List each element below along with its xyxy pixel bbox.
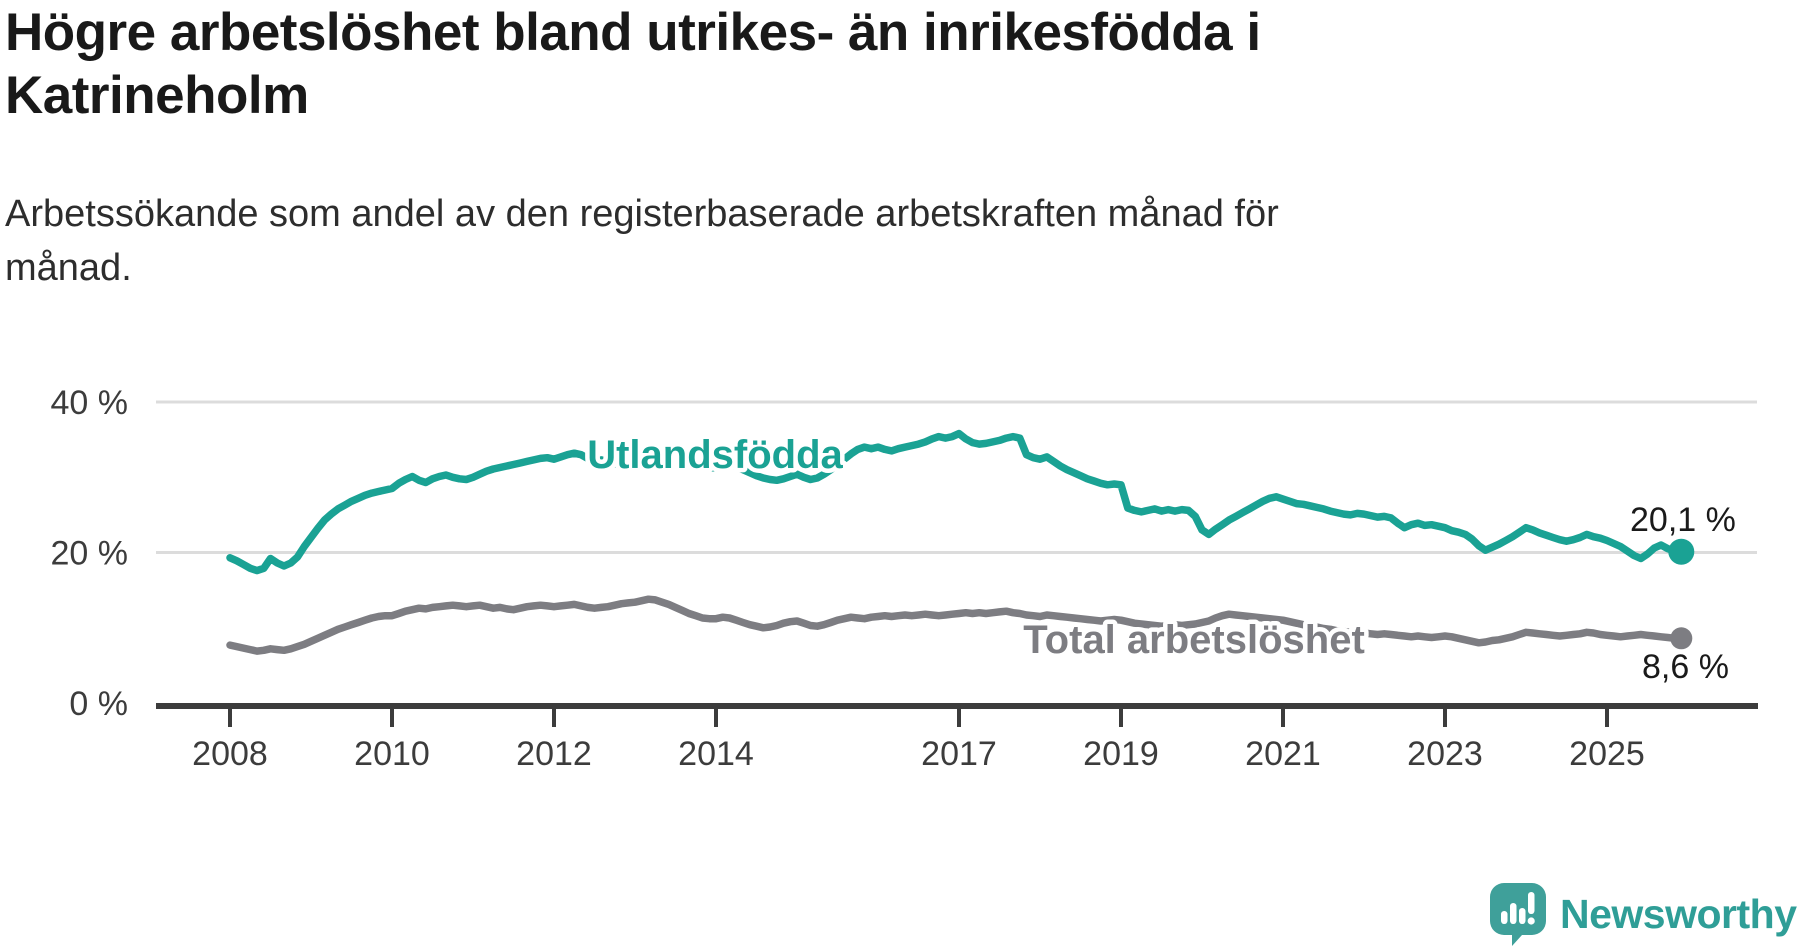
newsworthy-logo-text: Newsworthy <box>1560 890 1797 937</box>
chart-title: Högre arbetslöshet bland utrikes- än inr… <box>5 2 1605 127</box>
chart-title-line1: Högre arbetslöshet bland utrikes- än inr… <box>5 3 1261 62</box>
chart-title-line2: Katrineholm <box>5 65 309 125</box>
y-tick-label-0: 0 % <box>69 685 128 723</box>
utlandsfodda-series-label: Utlandsfödda <box>587 433 843 477</box>
total-arbetsloshet-value-label: 8,6 % <box>1642 648 1729 686</box>
x-axis-ticks <box>228 706 1609 727</box>
x-axis-labels: 2008 2010 2012 2014 2017 2019 2021 2023 2025 <box>192 735 1645 773</box>
x-tick-label-2014: 2014 <box>678 735 754 773</box>
utlandsfodda-end-dot <box>1668 538 1695 565</box>
chart-subtitle-line2: månad. <box>5 246 132 289</box>
y-axis-labels: 0 % 20 % 40 % <box>51 384 129 723</box>
logo-bars-icon <box>1501 892 1535 925</box>
utlandsfodda-line <box>226 429 1686 575</box>
logo-bubble-shape <box>1490 883 1546 946</box>
gridlines <box>156 400 1757 554</box>
total-arbetsloshet-line <box>226 595 1686 655</box>
x-tick-label-2017: 2017 <box>921 735 997 773</box>
x-tick-label-2008: 2008 <box>192 735 268 773</box>
total-arbetsloshet-end-dot <box>1670 627 1693 650</box>
total-arbetsloshet-series-label: Total arbetslöshet <box>1023 618 1365 662</box>
chart-subtitle-line1: Arbetssökande som andel av den registerb… <box>5 193 1279 235</box>
newsworthy-logo: Newsworthy <box>1489 882 1797 946</box>
x-tick-label-2023: 2023 <box>1407 735 1483 773</box>
x-tick-label-2025: 2025 <box>1569 735 1645 773</box>
y-tick-label-40: 40 % <box>51 384 129 422</box>
x-tick-label-2012: 2012 <box>516 735 592 773</box>
utlandsfodda-value-label: 20,1 % <box>1630 501 1736 539</box>
x-tick-label-2010: 2010 <box>354 735 430 773</box>
x-tick-label-2019: 2019 <box>1083 735 1159 773</box>
x-tick-label-2021: 2021 <box>1245 735 1321 773</box>
y-tick-label-20: 20 % <box>51 535 129 573</box>
chart-subtitle: Arbetssökande som andel av den registerb… <box>5 188 1645 296</box>
newsworthy-logo-icon <box>1490 883 1546 946</box>
